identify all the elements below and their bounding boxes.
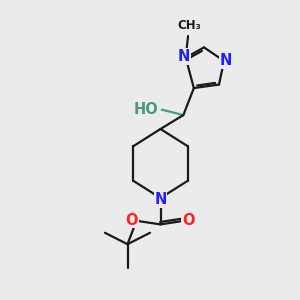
Text: O: O — [182, 213, 195, 228]
Text: N: N — [154, 192, 167, 207]
Text: N: N — [220, 53, 232, 68]
Text: HO: HO — [134, 102, 158, 117]
Text: CH₃: CH₃ — [178, 20, 202, 32]
Text: O: O — [126, 213, 138, 228]
Text: N: N — [178, 49, 190, 64]
